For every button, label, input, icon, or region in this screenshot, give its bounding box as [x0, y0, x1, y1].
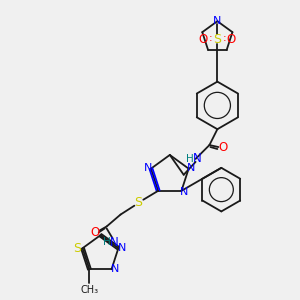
- Text: CH₃: CH₃: [80, 285, 98, 295]
- Text: N: N: [110, 236, 119, 249]
- Text: :: :: [208, 33, 212, 43]
- Text: S: S: [74, 242, 82, 255]
- Text: N: N: [187, 163, 195, 173]
- Text: S: S: [134, 196, 142, 209]
- Text: O: O: [199, 32, 208, 46]
- Text: H: H: [186, 154, 194, 164]
- Text: N: N: [111, 264, 120, 274]
- Text: N: N: [180, 187, 189, 197]
- Text: S: S: [213, 32, 221, 46]
- Text: N: N: [193, 152, 202, 165]
- Text: O: O: [90, 226, 99, 239]
- Text: O: O: [226, 32, 236, 46]
- Text: O: O: [219, 140, 228, 154]
- Text: :: :: [223, 33, 226, 43]
- Text: N: N: [213, 16, 222, 26]
- Text: N: N: [118, 243, 127, 253]
- Text: H: H: [103, 237, 110, 247]
- Text: N: N: [144, 163, 152, 173]
